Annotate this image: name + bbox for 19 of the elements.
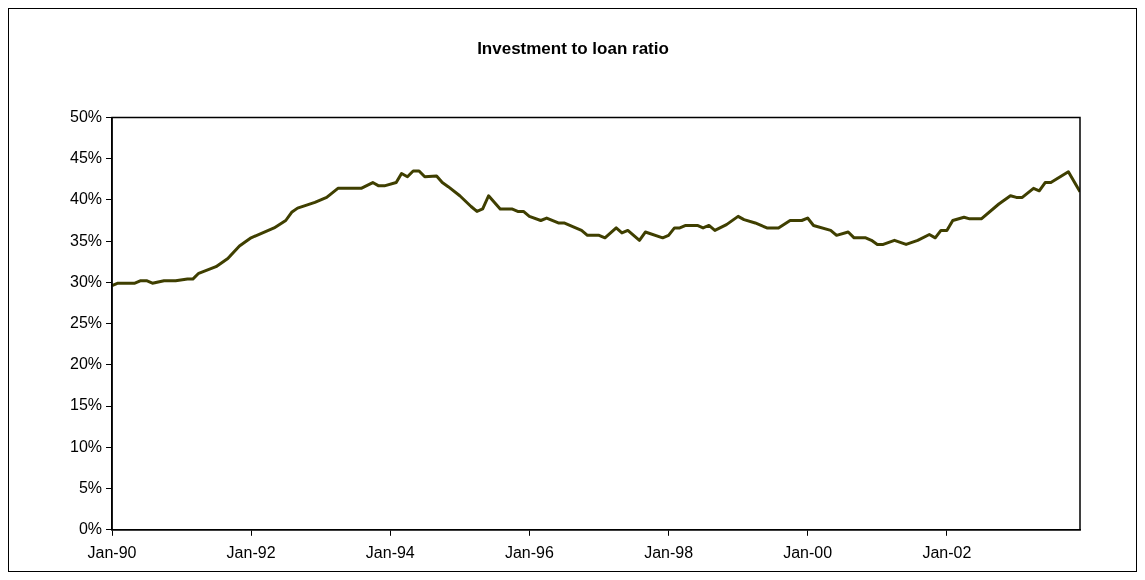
- x-tick-label: Jan-02: [922, 543, 972, 561]
- y-tick-label: 45%: [69, 149, 103, 167]
- y-tick-label: 30%: [69, 272, 103, 290]
- y-tick-label: 35%: [69, 231, 103, 249]
- x-tick-label: Jan-94: [365, 543, 415, 561]
- y-tick-label: 50%: [69, 107, 103, 125]
- x-tick-label: Jan-90: [87, 543, 137, 561]
- y-tick-label: 10%: [69, 437, 103, 455]
- y-tick-label: 0%: [78, 520, 103, 538]
- x-tick-label: Jan-98: [644, 543, 694, 561]
- x-tick-label: Jan-92: [226, 543, 276, 561]
- y-tick-label: 5%: [78, 478, 103, 496]
- y-tick-label: 25%: [69, 314, 103, 332]
- y-tick-label: 20%: [69, 355, 103, 373]
- chart-title: Investment to loan ratio: [477, 38, 669, 58]
- x-tick-label: Jan-00: [783, 543, 833, 561]
- y-tick-label: 15%: [69, 396, 103, 414]
- y-tick-label: 40%: [69, 190, 103, 208]
- x-tick-label: Jan-96: [504, 543, 554, 561]
